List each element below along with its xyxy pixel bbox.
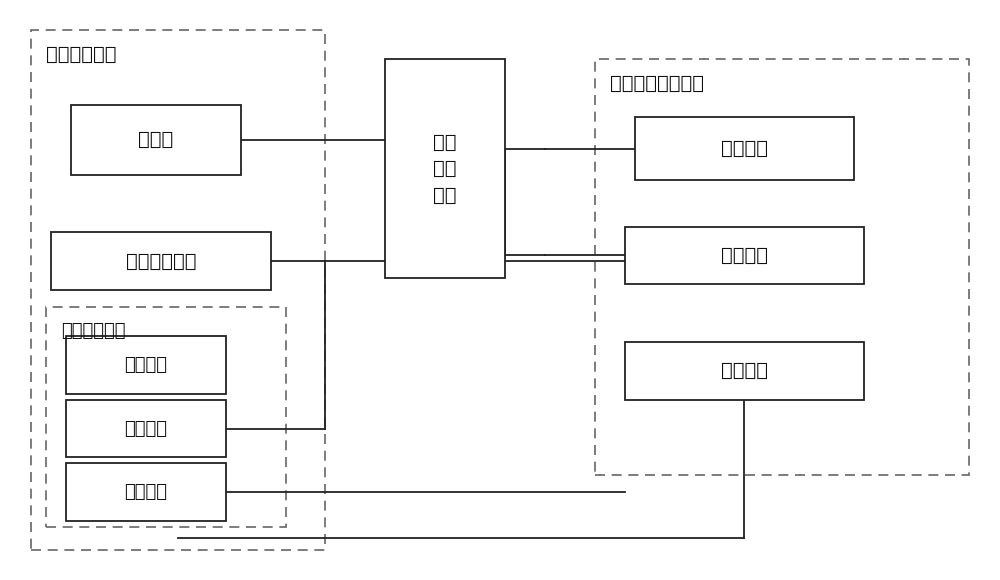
Bar [625,227,864,284]
Text: 楼层
识别
装置: 楼层 识别 装置 [433,133,457,205]
Bar [66,400,226,458]
Text: 公共呼梯设备: 公共呼梯设备 [126,252,196,271]
Text: 射频卡: 射频卡 [138,130,174,150]
Bar [66,463,226,521]
Bar [66,336,226,394]
Text: 提醒模块: 提醒模块 [124,483,167,501]
Bar [595,59,969,474]
Text: 预设单元: 预设单元 [721,246,768,265]
Bar [31,30,325,550]
Text: 运行信息存储装置: 运行信息存储装置 [610,74,704,93]
Text: 移动方向: 移动方向 [721,139,768,158]
Bar [51,232,271,290]
Bar [635,117,854,180]
Bar [385,59,505,278]
Text: 显示装置: 显示装置 [124,356,167,374]
Text: 楼层信息设备: 楼层信息设备 [46,45,117,64]
Bar [625,342,864,400]
Text: 私人呼梯设备: 私人呼梯设备 [61,322,126,340]
Bar [46,307,286,527]
Text: 层差单元: 层差单元 [721,361,768,380]
Bar [71,106,241,175]
Text: 呼梯模块: 呼梯模块 [124,419,167,437]
